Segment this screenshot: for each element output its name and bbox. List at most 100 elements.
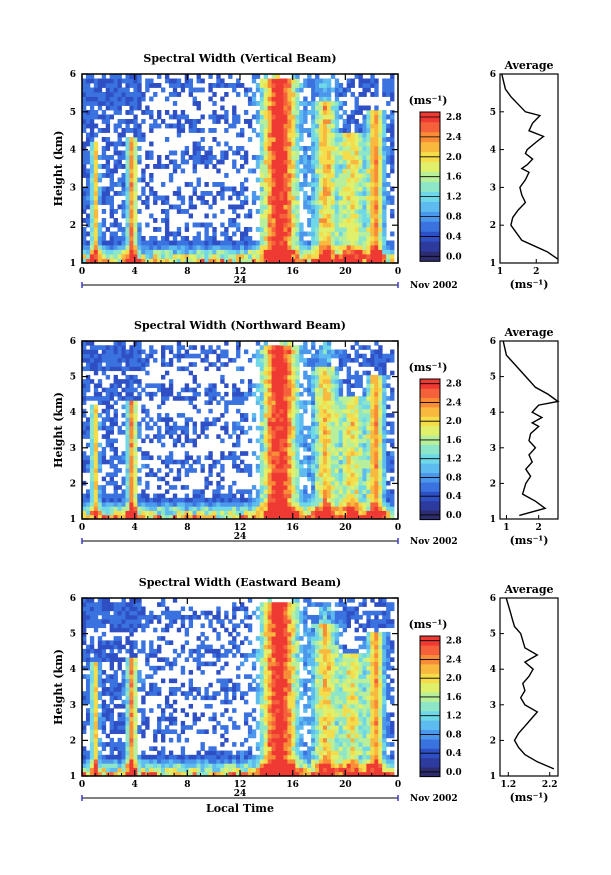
heatmap-cell bbox=[295, 87, 300, 93]
heatmap-cell bbox=[275, 383, 280, 389]
heatmap-cell bbox=[322, 114, 328, 120]
heatmap-cell bbox=[374, 191, 379, 196]
heatmap-cell bbox=[319, 476, 324, 482]
heatmap-cell bbox=[129, 182, 134, 187]
heatmap-cell bbox=[370, 150, 375, 156]
heatmap-cell bbox=[172, 514, 178, 520]
heatmap-cell bbox=[334, 404, 340, 410]
heatmap-cell bbox=[176, 245, 182, 250]
heatmap-cell bbox=[192, 514, 197, 520]
heatmap-cell bbox=[350, 78, 355, 84]
heatmap-cell bbox=[311, 132, 316, 138]
heatmap-cell bbox=[307, 434, 312, 439]
heatmap-cell bbox=[172, 168, 178, 174]
heatmap-cell bbox=[354, 200, 359, 205]
heatmap-cell bbox=[362, 200, 367, 205]
heatmap-cell bbox=[153, 218, 158, 223]
heatmap-cell bbox=[180, 430, 186, 435]
heatmap-cell bbox=[168, 92, 174, 97]
heatmap-cell bbox=[89, 341, 95, 346]
heatmap-cell bbox=[390, 119, 395, 124]
heatmap-cell bbox=[307, 132, 312, 138]
heatmap-cell bbox=[93, 236, 99, 241]
heatmap-cell bbox=[200, 137, 205, 142]
heatmap-cell bbox=[85, 497, 91, 503]
heatmap-cell bbox=[346, 425, 351, 431]
heatmap-cell bbox=[275, 218, 280, 223]
heatmap-cell bbox=[279, 204, 284, 210]
heatmap-cell bbox=[89, 92, 95, 97]
heatmap-cell bbox=[267, 413, 272, 418]
heatmap-cell bbox=[200, 191, 205, 196]
heatmap-cell bbox=[117, 357, 122, 363]
heatmap-cell bbox=[263, 396, 269, 401]
heatmap-cell bbox=[216, 258, 221, 264]
heatmap-cell bbox=[109, 249, 114, 255]
heatmap-cell bbox=[220, 249, 225, 255]
heatmap-cell bbox=[315, 442, 320, 448]
heatmap-cell bbox=[307, 195, 312, 201]
heatmap-cell bbox=[129, 514, 134, 520]
heatmap-cell bbox=[212, 417, 217, 422]
heatmap-cell bbox=[212, 396, 217, 401]
heatmap-cell bbox=[204, 191, 209, 196]
heatmap-cell bbox=[157, 254, 162, 259]
heatmap-cell bbox=[89, 396, 95, 401]
heatmap-cell bbox=[350, 114, 355, 120]
heatmap-cell bbox=[204, 245, 209, 250]
heatmap-cell bbox=[358, 128, 363, 133]
heatmap-cell bbox=[232, 400, 237, 405]
heatmap-cell bbox=[378, 514, 383, 520]
heatmap-cell bbox=[370, 159, 375, 165]
heatmap-cell bbox=[354, 485, 359, 490]
x-tick-label: 20 bbox=[339, 267, 352, 277]
heatmap-cell bbox=[196, 459, 201, 465]
heatmap-cell bbox=[137, 468, 142, 473]
heatmap-cell bbox=[366, 132, 371, 138]
heatmap-cell bbox=[113, 383, 118, 389]
heatmap-cell bbox=[374, 231, 379, 237]
heatmap-cell bbox=[172, 191, 178, 196]
heatmap-cell bbox=[370, 74, 375, 79]
heatmap-cell bbox=[93, 101, 99, 106]
heatmap-cell bbox=[390, 110, 395, 115]
heatmap-cell bbox=[149, 249, 154, 255]
heatmap-cell bbox=[326, 213, 332, 219]
heatmap-cell bbox=[121, 254, 126, 259]
heatmap-cell bbox=[97, 366, 103, 372]
heatmap-cell bbox=[192, 391, 197, 397]
heatmap-cell bbox=[350, 506, 355, 511]
heatmap-cell bbox=[109, 514, 114, 520]
heatmap-cell bbox=[382, 438, 387, 444]
heatmap-cell bbox=[149, 396, 154, 401]
heatmap-cell bbox=[133, 227, 138, 232]
y-tick-label: 2 bbox=[70, 479, 76, 489]
heatmap-cell bbox=[303, 177, 308, 183]
heatmap-cell bbox=[362, 254, 367, 259]
heatmap-cell bbox=[354, 476, 359, 482]
heatmap-cell bbox=[378, 468, 383, 473]
heatmap-cell bbox=[101, 510, 107, 516]
heatmap-cell bbox=[247, 96, 253, 102]
heatmap-cell bbox=[216, 502, 221, 507]
heatmap-cell bbox=[330, 128, 336, 133]
heatmap-cell bbox=[121, 510, 126, 516]
heatmap-cell bbox=[149, 497, 154, 503]
heatmap-cell bbox=[251, 155, 257, 160]
heatmap-cell bbox=[93, 191, 99, 196]
heatmap-cell bbox=[267, 92, 272, 97]
heatmap-cell bbox=[220, 514, 225, 520]
heatmap-cell bbox=[382, 400, 387, 405]
heatmap-cell bbox=[374, 159, 379, 165]
heatmap-cell bbox=[263, 218, 269, 223]
heatmap-cell bbox=[196, 222, 201, 228]
heatmap-cell bbox=[101, 245, 107, 250]
y-tick-label: 4 bbox=[70, 408, 76, 418]
heatmap-cell bbox=[196, 74, 201, 79]
heatmap-cell bbox=[322, 213, 328, 219]
heatmap-cell bbox=[330, 110, 336, 115]
heatmap-cell bbox=[101, 231, 107, 237]
heatmap-cell bbox=[180, 506, 186, 511]
heatmap-cell bbox=[295, 227, 300, 232]
heatmap-cell bbox=[121, 150, 126, 156]
